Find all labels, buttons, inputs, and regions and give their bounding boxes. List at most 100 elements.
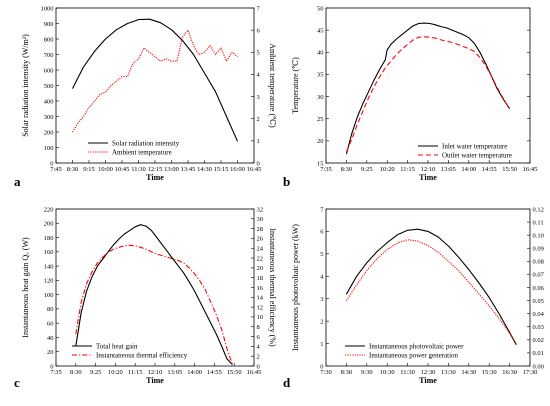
y-tick-label: 2: [320, 318, 323, 325]
y-tick-label: 0: [50, 160, 53, 167]
x-tick-label: 7:35: [320, 166, 332, 173]
y-tick-label: 3: [320, 296, 323, 303]
y-tick-label: 120: [44, 278, 54, 285]
y-tick-label: 45: [317, 27, 324, 34]
y2-tick-label: 6: [257, 334, 261, 341]
chart-panel-d: 7:30 8:30 9:30 10:30 11:30 12:30 13:30 14:30 15:…: [283, 206, 545, 390]
x-tick-label: 12:10: [148, 369, 163, 376]
y2-tick-label: 1: [257, 138, 260, 145]
x-tick-label: 16:30: [502, 369, 517, 376]
y2-tick-label: 3: [257, 94, 260, 101]
x-tick-label: 17:30: [523, 369, 538, 376]
y2-tick-label: 8: [257, 324, 260, 331]
y-tick-label: 700: [44, 52, 54, 59]
x-tick-label: 7:35: [50, 369, 62, 376]
x-tick-label: 14:30: [197, 166, 212, 173]
x-tick-label: 16:45: [247, 369, 262, 376]
y2-tick-label: 4: [257, 72, 261, 79]
x-tick-label: 7:45: [50, 166, 62, 173]
y2-tick-label: 0: [257, 160, 260, 167]
y-tick-label: 160: [44, 249, 54, 256]
panel-label: d: [283, 375, 291, 390]
y-tick-label: 60: [47, 320, 54, 327]
y-tick-label: 40: [317, 50, 324, 57]
y-axis-label: Solar radiation intensity (W/m²): [21, 34, 30, 137]
x-tick-label: 11:15: [128, 369, 143, 376]
y2-tick-label: 5: [257, 50, 260, 57]
series-line-instantaneous-power-generation: [345, 239, 517, 346]
x-tick-label: 16:00: [230, 166, 245, 173]
x-tick-label: 15:50: [227, 369, 242, 376]
y-tick-label: 900: [44, 21, 54, 28]
y2-tick-label: 28: [257, 226, 264, 233]
y-tick-label: 6: [320, 229, 324, 236]
x-tick-label: 8:30: [67, 166, 79, 173]
x-tick-label: 10:20: [108, 369, 123, 376]
y-tick-label: 300: [44, 114, 54, 121]
plot-frame: [55, 208, 255, 367]
x-tick-label: 14:00: [461, 166, 476, 173]
chart-panel-a: 7:45 8:30 9:15 10:00 10:45 11:30 12:15 13:00 13:…: [14, 5, 277, 189]
x-tick-label: 11:15: [400, 166, 415, 173]
x-tick-label: 9:25: [361, 166, 373, 173]
chart-panel-b: 7:35 8:30 9:25 10:20 11:15 12:10 13:05 14:00 14:…: [283, 5, 537, 189]
y2-tick-label: 0.10: [533, 232, 544, 239]
y2-tick-label: 16: [257, 285, 264, 292]
y-axis-label: Instantaneous heat gain Qᵤ (W): [21, 237, 30, 338]
series-line-instantaneous-thermal-efficiency: [75, 244, 233, 365]
y2-tick-label: 7: [257, 5, 261, 12]
x-tick-label: 8:30: [341, 166, 353, 173]
legend-label: Inlet water temperature: [442, 142, 507, 150]
series-line-total-heat-gain: [75, 224, 233, 365]
y2-tick-label: 26: [257, 236, 264, 243]
y2-axis-label: Instantaneous thermal efficiency (%): [268, 228, 277, 347]
y2-tick-label: 4: [257, 344, 261, 351]
y2-tick-label: 0.11: [533, 219, 544, 226]
y2-tick-label: 22: [257, 255, 264, 262]
y-tick-label: 1000: [41, 5, 54, 12]
series-line-ambient-temperature: [72, 29, 238, 133]
y-tick-label: 4: [320, 274, 324, 281]
y2-tick-label: 30: [257, 216, 264, 223]
y-tick-label: 5: [320, 251, 323, 258]
x-axis-label: Time: [146, 376, 164, 385]
x-axis-label: Time: [146, 173, 164, 182]
legend-label: Ambient temperature: [112, 148, 172, 156]
x-tick-label: 8:30: [70, 369, 82, 376]
y-tick-label: 20: [317, 138, 324, 145]
x-tick-label: 16:45: [523, 166, 538, 173]
y-tick-label: 30: [317, 94, 324, 101]
y-tick-label: 100: [44, 292, 54, 299]
x-tick-label: 13:05: [167, 369, 182, 376]
y2-tick-label: 20: [257, 265, 264, 272]
y-tick-label: 500: [44, 83, 54, 90]
y2-tick-label: 6: [257, 27, 261, 34]
y2-tick-label: 2: [257, 116, 260, 123]
y-tick-label: 50: [317, 5, 324, 12]
x-tick-label: 13:05: [441, 166, 456, 173]
series-line-inlet-water-temperature: [345, 22, 510, 155]
x-tick-label: 8:30: [341, 369, 353, 376]
series-line-solar-radiation-intensity: [72, 18, 239, 142]
x-tick-label: 15:50: [502, 166, 517, 173]
x-tick-label: 13:30: [441, 369, 456, 376]
x-tick-label: 10:20: [380, 166, 395, 173]
x-tick-label: 11:30: [400, 369, 415, 376]
y-tick-label: 80: [47, 306, 54, 313]
y-tick-label: 0: [320, 363, 323, 370]
y-tick-label: 20: [47, 349, 54, 356]
y2-tick-label: 0.09: [533, 246, 544, 253]
legend-label: Instantaneous thermal efficiency: [96, 351, 188, 359]
x-tick-label: 14:55: [207, 369, 222, 376]
x-tick-label: 14:55: [482, 166, 497, 173]
y2-tick-label: 0.06: [533, 285, 545, 292]
x-tick-label: 14:00: [187, 369, 202, 376]
y2-tick-label: 10: [257, 314, 264, 321]
panel-label: c: [14, 375, 20, 390]
legend-label: Outlet water temperature: [442, 151, 512, 159]
y-tick-label: 400: [44, 98, 54, 105]
series-line-outlet-water-temperature: [345, 36, 510, 153]
x-tick-label: 12:10: [421, 166, 436, 173]
y2-tick-label: 0.12: [533, 206, 544, 213]
x-axis-label: Time: [419, 376, 437, 385]
